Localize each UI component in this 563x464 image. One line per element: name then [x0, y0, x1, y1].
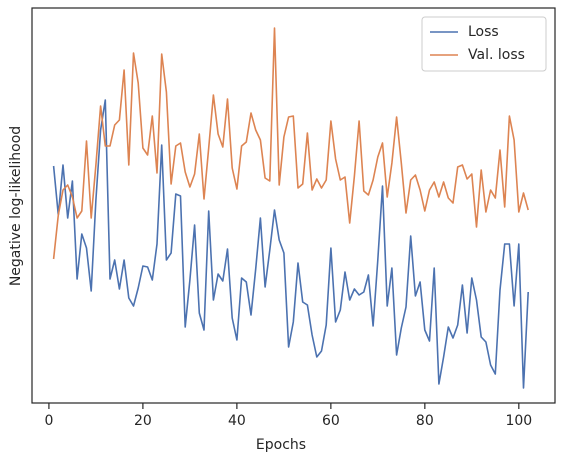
legend-box: [421, 16, 547, 72]
legend-label: Val. loss: [468, 47, 525, 63]
y-axis-label: Negative log-likelihood: [8, 126, 24, 286]
x-tick-label: 100: [505, 413, 532, 429]
legend-label: Loss: [468, 24, 499, 40]
plot-frame: [31, 7, 556, 404]
x-tick-label: 20: [134, 413, 152, 429]
x-tick-label: 0: [44, 413, 53, 429]
line-series: [52, 27, 529, 260]
x-axis-label: Epochs: [256, 437, 306, 453]
x-tick-label: 60: [322, 413, 340, 429]
line-series: [52, 99, 529, 389]
x-tick-label: 80: [416, 413, 434, 429]
x-tick-label: 40: [228, 413, 246, 429]
